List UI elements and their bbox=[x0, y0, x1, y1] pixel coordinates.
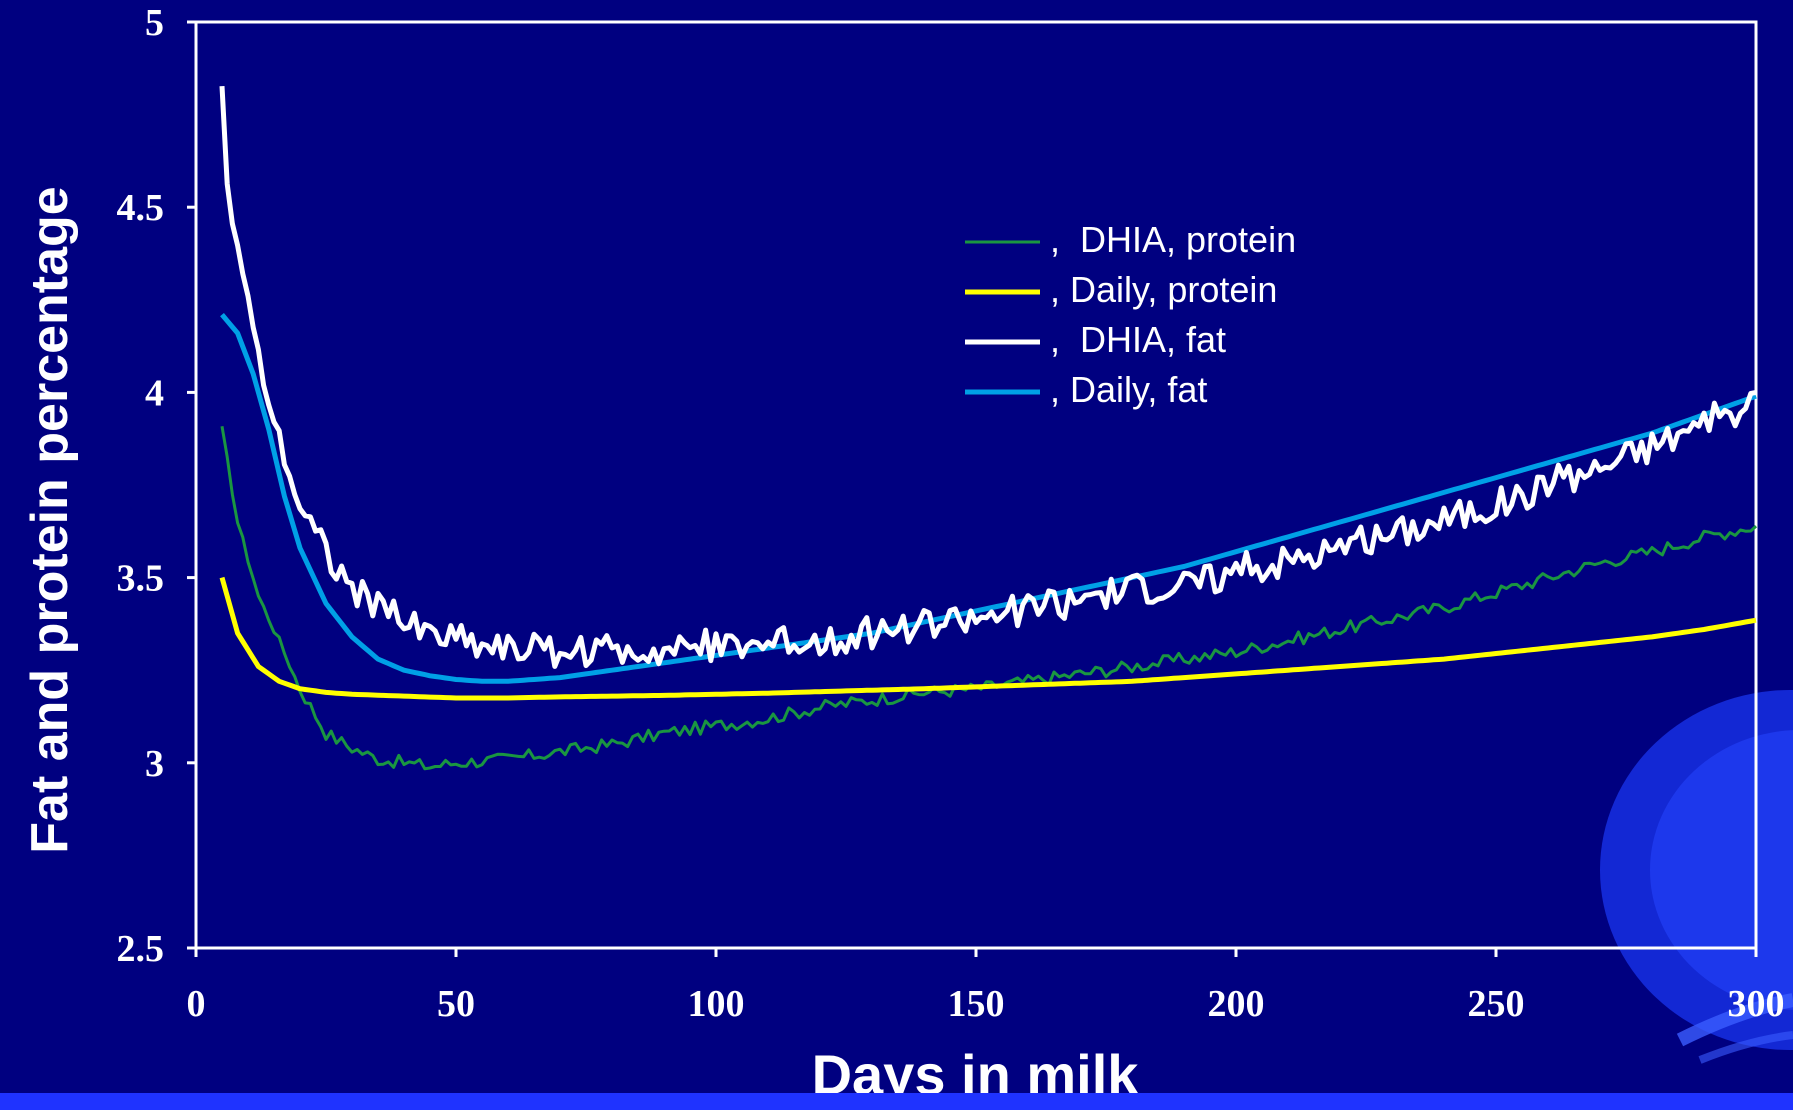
x-tick-label: 100 bbox=[688, 983, 745, 1025]
y-tick-label: 4 bbox=[145, 372, 164, 414]
x-tick-label: 0 bbox=[187, 983, 206, 1025]
x-tick-label: 300 bbox=[1728, 983, 1785, 1025]
y-axis-title: Fat and protein percentage bbox=[21, 186, 79, 854]
legend-label: , DHIA, fat bbox=[1050, 319, 1226, 360]
x-tick-label: 200 bbox=[1208, 983, 1265, 1025]
series-line bbox=[219, 576, 1757, 701]
x-tick-label: 150 bbox=[948, 983, 1005, 1025]
y-axis-ticks: 2.5 3 3.5 4 4.5 5 bbox=[117, 2, 196, 970]
legend-label: , Daily, fat bbox=[1050, 369, 1207, 410]
plot-area-frame bbox=[194, 20, 1758, 950]
y-tick-label: 3.5 bbox=[117, 558, 165, 600]
legend-label: , Daily, protein bbox=[1050, 269, 1277, 310]
y-tick-label: 3 bbox=[145, 743, 164, 785]
x-tick-label: 250 bbox=[1468, 983, 1525, 1025]
legend-label: , DHIA, protein bbox=[1050, 219, 1296, 260]
y-tick-label: 2.5 bbox=[117, 928, 165, 970]
bottom-color-band bbox=[0, 1093, 1793, 1110]
x-axis-ticks: 0 50 100 150 200 250 300 bbox=[187, 948, 1785, 1025]
series-line bbox=[220, 312, 1757, 684]
series-line bbox=[219, 85, 1757, 669]
legend: , DHIA, protein , Daily, protein , DHIA, f… bbox=[965, 219, 1296, 410]
y-tick-label: 5 bbox=[145, 2, 164, 44]
series-layer bbox=[219, 85, 1758, 771]
y-tick-label: 4.5 bbox=[117, 187, 165, 229]
x-tick-label: 50 bbox=[437, 983, 475, 1025]
series-line bbox=[220, 426, 1758, 771]
